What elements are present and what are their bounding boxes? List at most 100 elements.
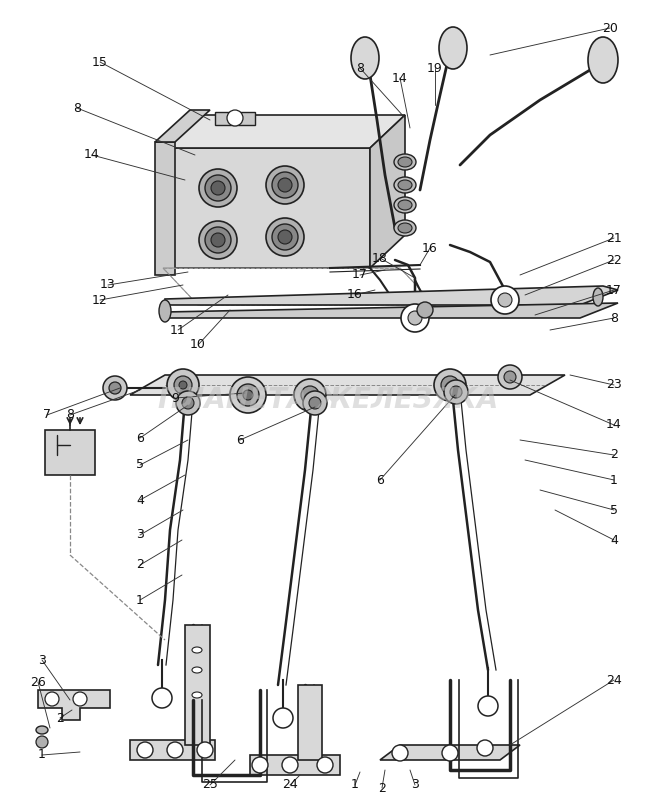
Circle shape <box>179 381 187 389</box>
Text: 3: 3 <box>411 778 419 791</box>
Polygon shape <box>185 625 210 745</box>
Polygon shape <box>38 690 110 720</box>
Ellipse shape <box>394 197 416 213</box>
Text: 8: 8 <box>73 102 81 114</box>
Text: 18: 18 <box>372 251 388 265</box>
Circle shape <box>167 742 183 758</box>
Text: 6: 6 <box>376 474 384 486</box>
Text: 6: 6 <box>136 431 144 445</box>
Text: 11: 11 <box>170 323 186 337</box>
Circle shape <box>227 110 243 126</box>
Text: 2: 2 <box>136 558 144 571</box>
Text: 5: 5 <box>610 503 618 517</box>
Circle shape <box>309 397 321 409</box>
Circle shape <box>441 376 459 394</box>
Text: 4: 4 <box>610 534 618 546</box>
Circle shape <box>282 757 298 773</box>
Text: ПЛАНЕТА ЖЕЛЕЗЯКА: ПЛАНЕТА ЖЕЛЕЗЯКА <box>158 386 498 414</box>
Ellipse shape <box>192 692 202 698</box>
Circle shape <box>504 371 516 383</box>
Circle shape <box>498 365 522 389</box>
Ellipse shape <box>278 230 292 244</box>
Polygon shape <box>250 755 340 775</box>
Text: 2: 2 <box>378 782 386 794</box>
Text: 19: 19 <box>427 62 443 74</box>
Ellipse shape <box>278 178 292 192</box>
Text: 4: 4 <box>136 494 144 506</box>
Circle shape <box>434 369 466 401</box>
Ellipse shape <box>36 726 48 734</box>
Circle shape <box>152 688 172 708</box>
Polygon shape <box>163 115 405 148</box>
Circle shape <box>294 379 326 411</box>
Circle shape <box>450 386 462 398</box>
Text: 8: 8 <box>356 62 364 74</box>
Text: 8: 8 <box>610 311 618 325</box>
Circle shape <box>237 384 259 406</box>
Circle shape <box>273 708 293 728</box>
Circle shape <box>317 757 333 773</box>
Text: 3: 3 <box>38 654 46 666</box>
Text: 22: 22 <box>606 254 622 266</box>
Circle shape <box>174 376 192 394</box>
Text: 21: 21 <box>606 231 622 245</box>
Text: 14: 14 <box>84 149 100 162</box>
Text: 2: 2 <box>610 449 618 462</box>
Ellipse shape <box>398 157 412 167</box>
Circle shape <box>176 391 200 415</box>
Ellipse shape <box>199 221 237 259</box>
Circle shape <box>230 377 266 413</box>
Text: 13: 13 <box>100 278 116 291</box>
Text: 2: 2 <box>56 711 64 725</box>
Text: 14: 14 <box>606 418 622 431</box>
Text: 7: 7 <box>43 409 51 422</box>
Ellipse shape <box>593 288 603 306</box>
Ellipse shape <box>398 180 412 190</box>
Text: 23: 23 <box>606 378 622 391</box>
Ellipse shape <box>588 37 618 83</box>
Ellipse shape <box>192 667 202 673</box>
Ellipse shape <box>272 172 298 198</box>
Text: 1: 1 <box>136 594 144 606</box>
Ellipse shape <box>351 37 379 79</box>
Polygon shape <box>130 740 215 760</box>
Circle shape <box>303 391 327 415</box>
Polygon shape <box>130 375 565 395</box>
Circle shape <box>417 302 433 318</box>
Polygon shape <box>380 745 520 760</box>
Ellipse shape <box>439 27 467 69</box>
Circle shape <box>167 369 199 401</box>
Text: 8: 8 <box>66 409 74 422</box>
Ellipse shape <box>199 169 237 207</box>
Circle shape <box>498 293 512 307</box>
Circle shape <box>45 692 59 706</box>
Polygon shape <box>215 112 255 125</box>
Ellipse shape <box>272 224 298 250</box>
Text: 3: 3 <box>136 529 144 542</box>
Ellipse shape <box>205 227 231 253</box>
Circle shape <box>36 736 48 748</box>
Text: 16: 16 <box>422 242 438 254</box>
Ellipse shape <box>205 175 231 201</box>
Circle shape <box>252 757 268 773</box>
Text: 15: 15 <box>92 55 108 69</box>
Text: 1: 1 <box>38 749 46 762</box>
Ellipse shape <box>159 300 171 322</box>
Ellipse shape <box>192 647 202 653</box>
Circle shape <box>444 380 468 404</box>
Ellipse shape <box>394 177 416 193</box>
Ellipse shape <box>266 218 304 256</box>
Polygon shape <box>163 148 370 268</box>
Ellipse shape <box>398 223 412 233</box>
Circle shape <box>491 286 519 314</box>
Ellipse shape <box>394 154 416 170</box>
Circle shape <box>478 696 498 716</box>
Text: 12: 12 <box>92 294 108 306</box>
Polygon shape <box>165 303 618 318</box>
Text: 20: 20 <box>602 22 618 34</box>
Circle shape <box>243 390 253 400</box>
Polygon shape <box>370 115 405 268</box>
Circle shape <box>103 376 127 400</box>
Text: 26: 26 <box>30 675 46 689</box>
Text: 25: 25 <box>202 778 218 791</box>
